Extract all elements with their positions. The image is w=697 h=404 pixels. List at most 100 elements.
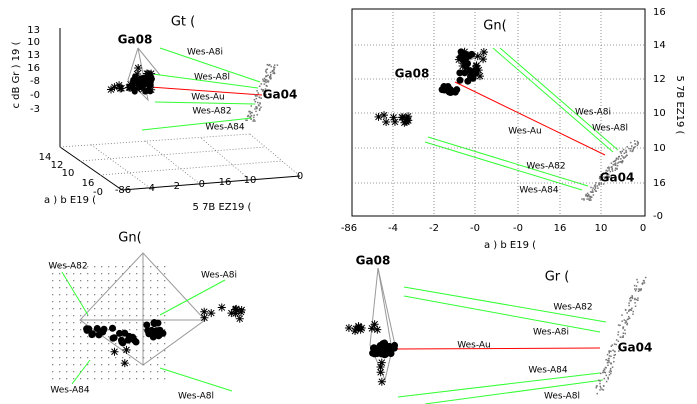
gray-point bbox=[614, 169, 617, 171]
gray-point bbox=[150, 364, 152, 366]
gray-point bbox=[615, 157, 618, 159]
gray-point bbox=[80, 280, 82, 282]
gray-point bbox=[136, 322, 138, 324]
point bbox=[109, 324, 117, 332]
tick-label: 16 bbox=[82, 178, 95, 189]
gray-point bbox=[73, 350, 75, 352]
gray-point bbox=[143, 280, 145, 282]
gray-point bbox=[606, 175, 608, 177]
gray-point bbox=[87, 350, 89, 352]
gray-point bbox=[604, 177, 606, 179]
gray-point bbox=[273, 64, 276, 66]
gray-point bbox=[628, 309, 630, 311]
gray-point bbox=[164, 357, 166, 359]
gray-point bbox=[129, 280, 131, 282]
gray-point bbox=[101, 357, 103, 359]
gray-point bbox=[129, 350, 131, 352]
gray-point bbox=[66, 287, 68, 289]
gray-point bbox=[602, 183, 605, 185]
gray-point bbox=[613, 354, 615, 357]
gray-point bbox=[628, 317, 631, 319]
gray-point bbox=[610, 370, 612, 373]
gray-point bbox=[80, 294, 82, 296]
gray-point bbox=[66, 343, 68, 345]
star-point bbox=[354, 322, 363, 331]
star-point bbox=[376, 368, 385, 377]
gray-point bbox=[256, 107, 258, 110]
gray-point bbox=[597, 187, 599, 189]
link-label: Wes-A84 bbox=[50, 386, 90, 396]
gray-point bbox=[94, 287, 96, 289]
star-point bbox=[144, 75, 153, 84]
gray-point bbox=[596, 185, 599, 187]
gray-point bbox=[605, 358, 607, 361]
gray-point bbox=[602, 384, 605, 387]
star-point bbox=[479, 48, 488, 57]
gray-point bbox=[266, 68, 269, 70]
gray-point bbox=[257, 92, 259, 94]
gray-point bbox=[593, 185, 596, 187]
gray-point bbox=[150, 343, 152, 345]
link-label: Wes-A8i bbox=[575, 108, 611, 118]
gray-point bbox=[94, 266, 96, 268]
gray-point bbox=[52, 350, 54, 352]
gray-point bbox=[122, 280, 124, 282]
gray-point bbox=[143, 364, 145, 366]
link-label: Wes-A8i bbox=[201, 271, 237, 281]
gray-point bbox=[66, 294, 68, 296]
point bbox=[93, 324, 101, 332]
gray-point bbox=[52, 308, 54, 310]
tick-label: -86 bbox=[341, 223, 357, 234]
gray-point bbox=[611, 167, 613, 170]
gray-point bbox=[613, 343, 616, 345]
gray-point bbox=[73, 364, 75, 366]
gray-point bbox=[80, 329, 82, 331]
gray-point bbox=[87, 336, 89, 338]
gray-point bbox=[605, 172, 608, 174]
gray-point bbox=[616, 164, 619, 167]
point bbox=[440, 86, 448, 94]
gray-point bbox=[608, 374, 611, 376]
gray-point bbox=[108, 350, 110, 352]
gray-point bbox=[642, 279, 645, 282]
gray-point bbox=[129, 287, 131, 289]
link-label: Wes-A84 bbox=[519, 186, 559, 196]
gray-point bbox=[642, 282, 644, 284]
gray-point bbox=[143, 273, 145, 275]
gray-point bbox=[249, 112, 252, 115]
gray-point bbox=[52, 357, 54, 359]
link-label: Wes-A82 bbox=[192, 107, 231, 117]
tick-label: -4 bbox=[388, 223, 398, 234]
tick-label: -4 bbox=[145, 183, 155, 194]
star-point bbox=[377, 377, 386, 386]
gray-point bbox=[621, 150, 624, 153]
tick-label: 12 bbox=[51, 160, 64, 171]
gray-point bbox=[251, 111, 253, 114]
gray-point bbox=[265, 94, 267, 96]
gray-point bbox=[583, 199, 585, 201]
gray-point bbox=[624, 332, 626, 335]
star-point bbox=[120, 359, 129, 368]
gray-point bbox=[73, 322, 75, 324]
gray-point bbox=[603, 176, 605, 178]
gray-point bbox=[622, 335, 625, 337]
gray-point bbox=[267, 80, 270, 82]
gray-point bbox=[614, 353, 617, 356]
gray-point bbox=[589, 195, 591, 198]
gray-point bbox=[245, 119, 247, 121]
z-label: 5 7B EZ19 ( bbox=[193, 202, 252, 213]
gray-point bbox=[164, 336, 166, 338]
gray-point bbox=[606, 361, 609, 364]
point bbox=[453, 86, 461, 94]
gray-point bbox=[624, 308, 627, 311]
gray-point bbox=[623, 152, 626, 155]
gray-point bbox=[600, 387, 602, 389]
star-point bbox=[200, 313, 209, 322]
tick-label: 10 bbox=[595, 223, 608, 234]
gray-point bbox=[122, 329, 124, 331]
gray-point bbox=[630, 141, 632, 144]
gray-point bbox=[101, 315, 103, 317]
gray-point bbox=[150, 315, 152, 317]
point bbox=[132, 338, 140, 346]
gray-point bbox=[122, 287, 124, 289]
